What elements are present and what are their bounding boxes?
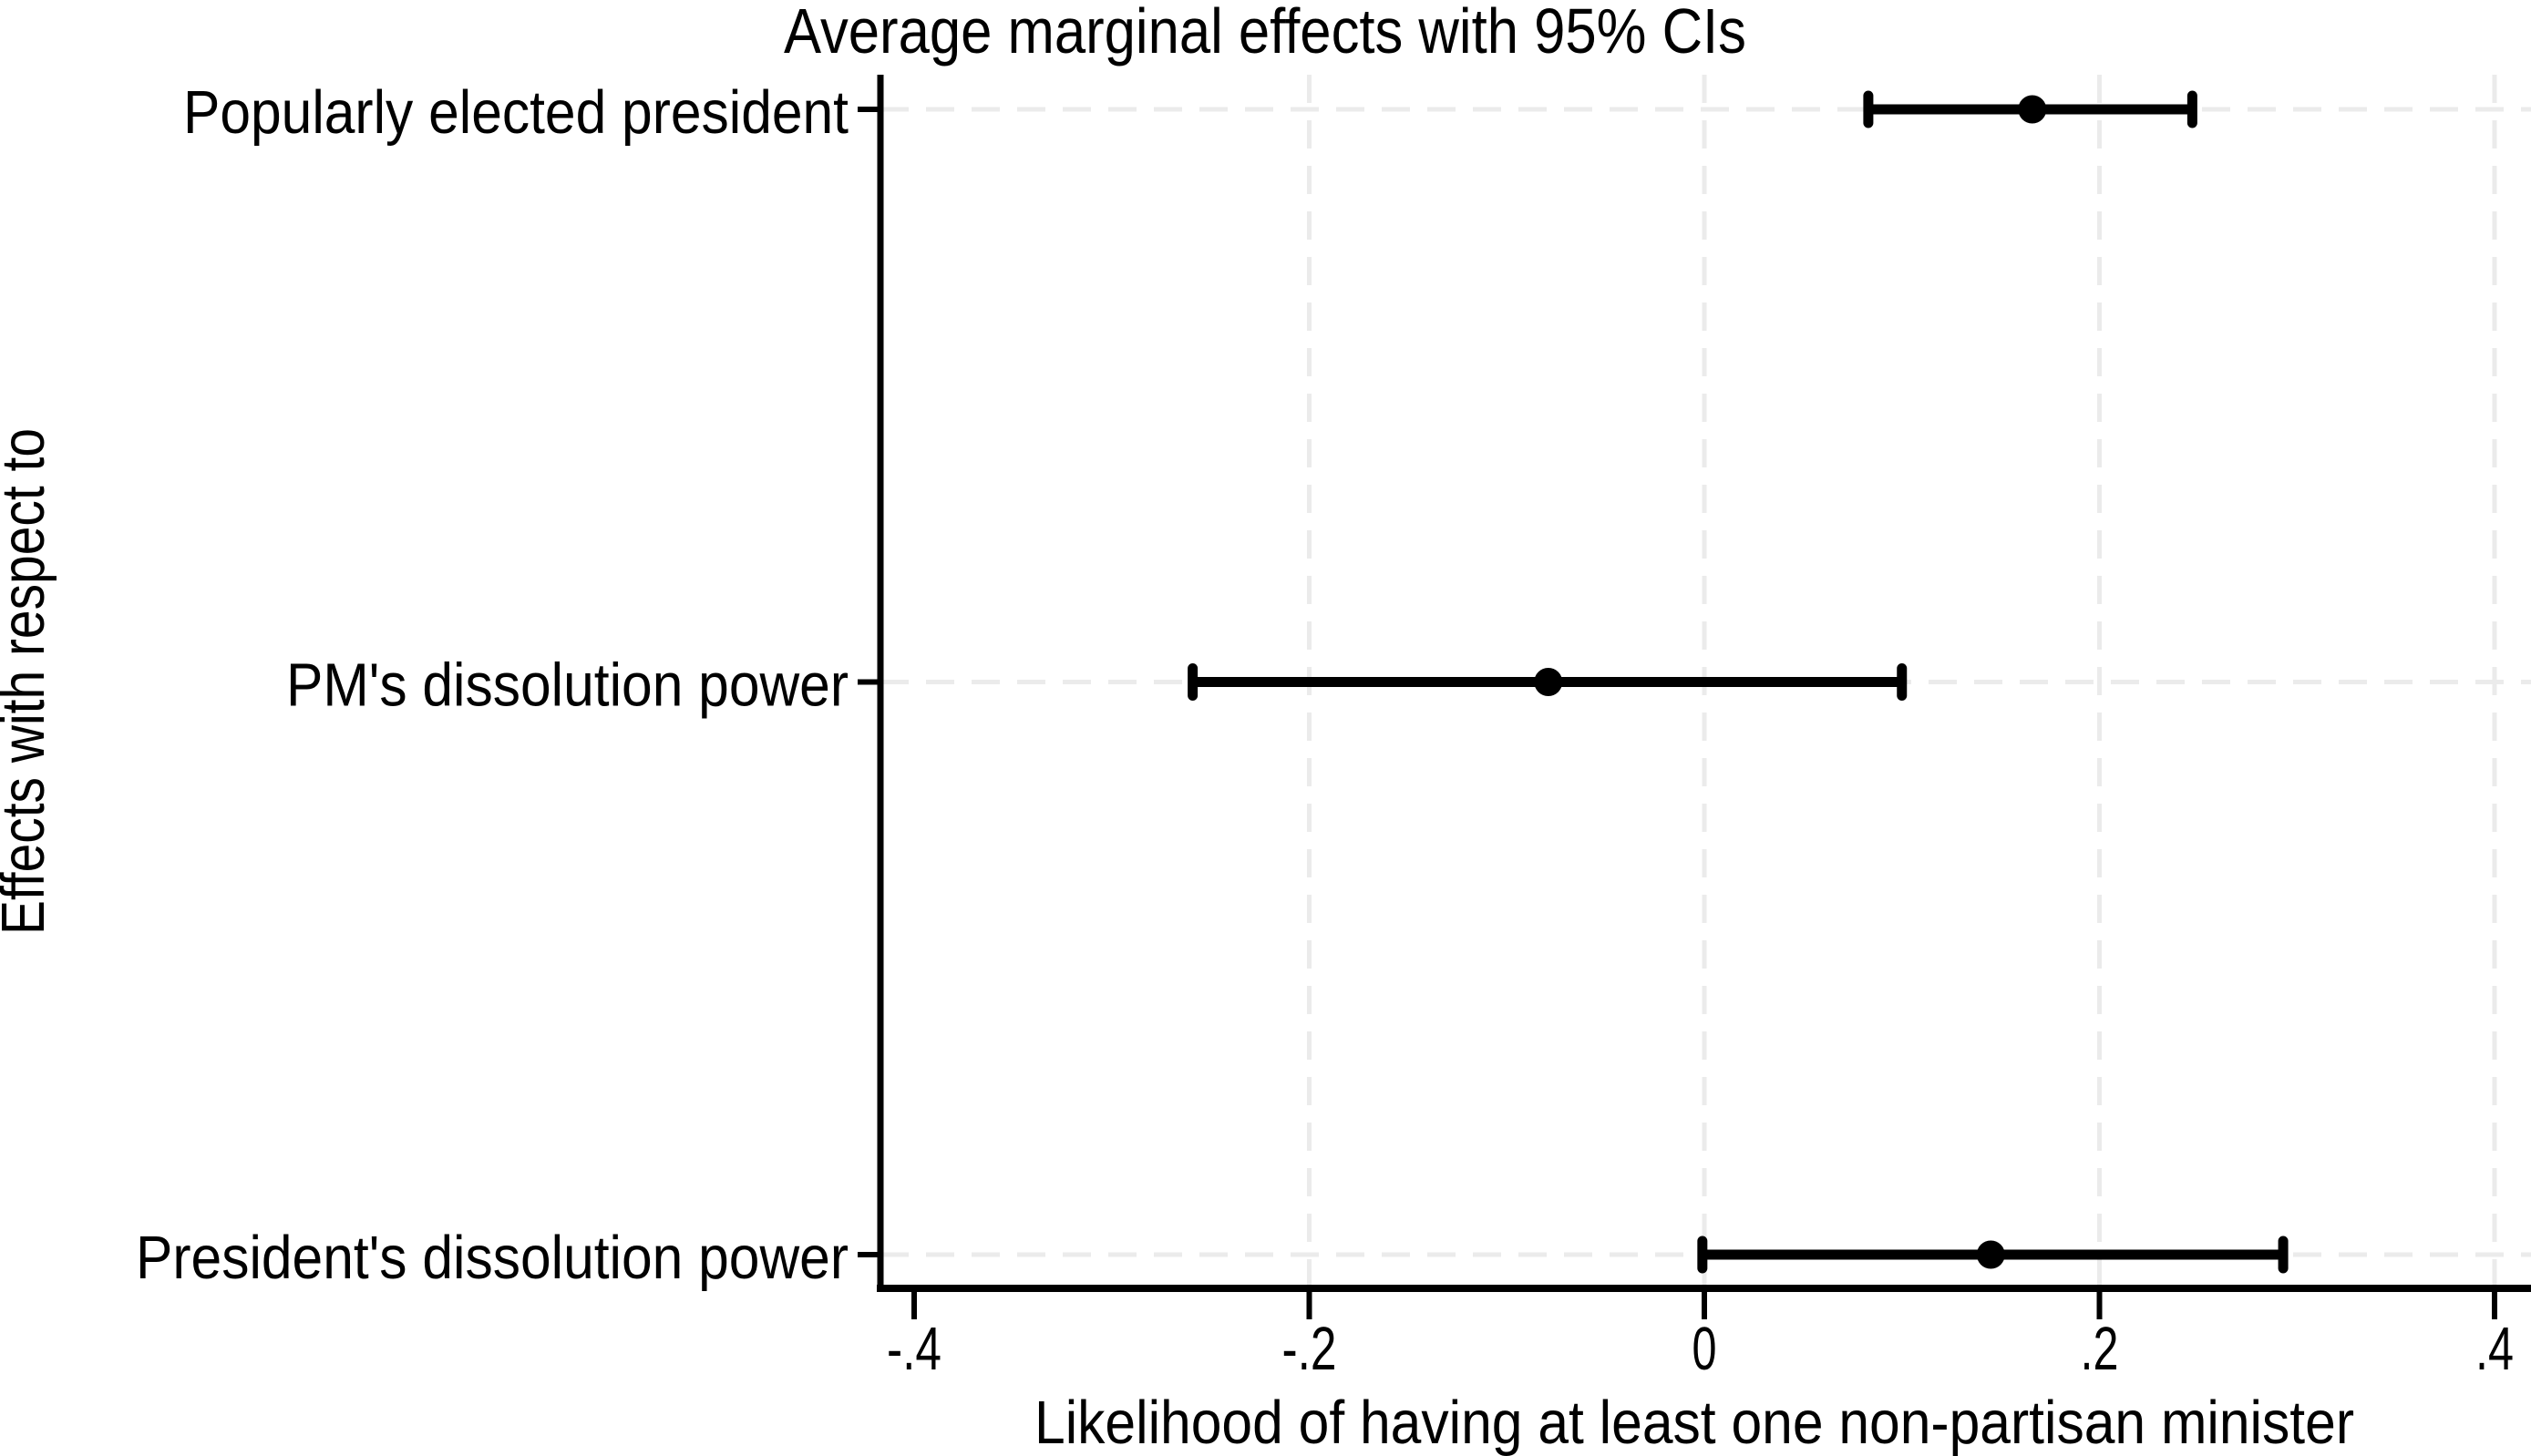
point-estimate-marker (1976, 1240, 2005, 1269)
point-estimate-marker (1534, 668, 1563, 696)
category-label: PM's dissolution power (286, 651, 849, 720)
x-axis-label: Likelihood of having at least one non-pa… (1034, 1389, 2354, 1456)
x-tick-label: -.2 (1282, 1315, 1337, 1383)
series-layer (1188, 90, 2289, 1274)
x-tick-label: 0 (1692, 1315, 1717, 1383)
category-labels-layer: Popularly elected president PM's dissolut… (136, 78, 880, 1292)
chart-title: Average marginal effects with 95% CIs (784, 0, 1746, 67)
category-label: President's dissolution power (136, 1224, 849, 1292)
x-ticks-layer: -.4 -.2 0 .2 .4 (887, 1288, 2514, 1383)
x-tick-label: -.4 (887, 1315, 941, 1383)
point-estimate-marker (2018, 95, 2047, 124)
x-tick-label: .2 (2081, 1315, 2119, 1383)
x-tick-label: .4 (2475, 1315, 2514, 1383)
y-axis-label: Effects with respect to (0, 428, 57, 935)
category-label: Popularly elected president (183, 78, 849, 147)
